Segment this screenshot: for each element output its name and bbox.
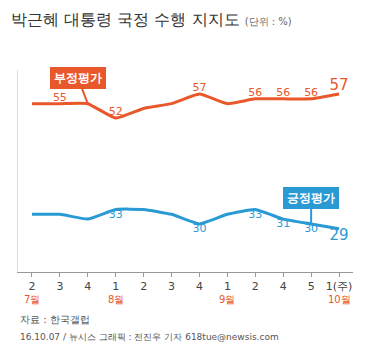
- svg-text:16.10.07 / 뉴시스 그래픽 : 전진우 기자 61: 16.10.07 / 뉴시스 그래픽 : 전진우 기자 618tue@newsi…: [20, 332, 279, 342]
- svg-text:5: 5: [308, 280, 315, 293]
- svg-text:57: 57: [329, 76, 348, 94]
- svg-text:7월: 7월: [24, 294, 40, 305]
- svg-text:부정평가: 부정평가: [54, 71, 102, 85]
- svg-text:4: 4: [196, 280, 203, 293]
- svg-text:56: 56: [248, 86, 262, 99]
- svg-text:3: 3: [56, 280, 63, 293]
- svg-text:57: 57: [192, 81, 206, 94]
- svg-text:55: 55: [53, 91, 67, 104]
- svg-text:4: 4: [280, 280, 287, 293]
- svg-text:2: 2: [28, 280, 35, 293]
- svg-text:10월: 10월: [328, 294, 351, 305]
- svg-text:56: 56: [304, 86, 318, 99]
- svg-text:1: 1: [224, 280, 231, 293]
- svg-text:자료 : 한국갤럽: 자료 : 한국갤럽: [20, 314, 90, 325]
- svg-text:긍정평가: 긍정평가: [287, 191, 335, 205]
- svg-text:30: 30: [304, 222, 318, 235]
- svg-text:1(주): 1(주): [326, 280, 353, 293]
- svg-text:33: 33: [109, 208, 123, 221]
- svg-text:3: 3: [168, 280, 175, 293]
- svg-text:30: 30: [192, 222, 206, 235]
- svg-text:52: 52: [109, 105, 123, 118]
- svg-text:29: 29: [329, 226, 348, 244]
- svg-text:1: 1: [112, 280, 119, 293]
- svg-text:8월: 8월: [108, 294, 124, 305]
- svg-text:2: 2: [140, 280, 147, 293]
- svg-text:33: 33: [248, 208, 262, 221]
- svg-text:2: 2: [252, 280, 259, 293]
- svg-text:4: 4: [84, 280, 91, 293]
- svg-text:9월: 9월: [219, 294, 235, 305]
- svg-text:박근혜 대통령 국정 수행 지지도 (단위 : %): 박근혜 대통령 국정 수행 지지도 (단위 : %): [11, 10, 292, 29]
- svg-text:56: 56: [276, 86, 290, 99]
- svg-text:31: 31: [276, 217, 290, 230]
